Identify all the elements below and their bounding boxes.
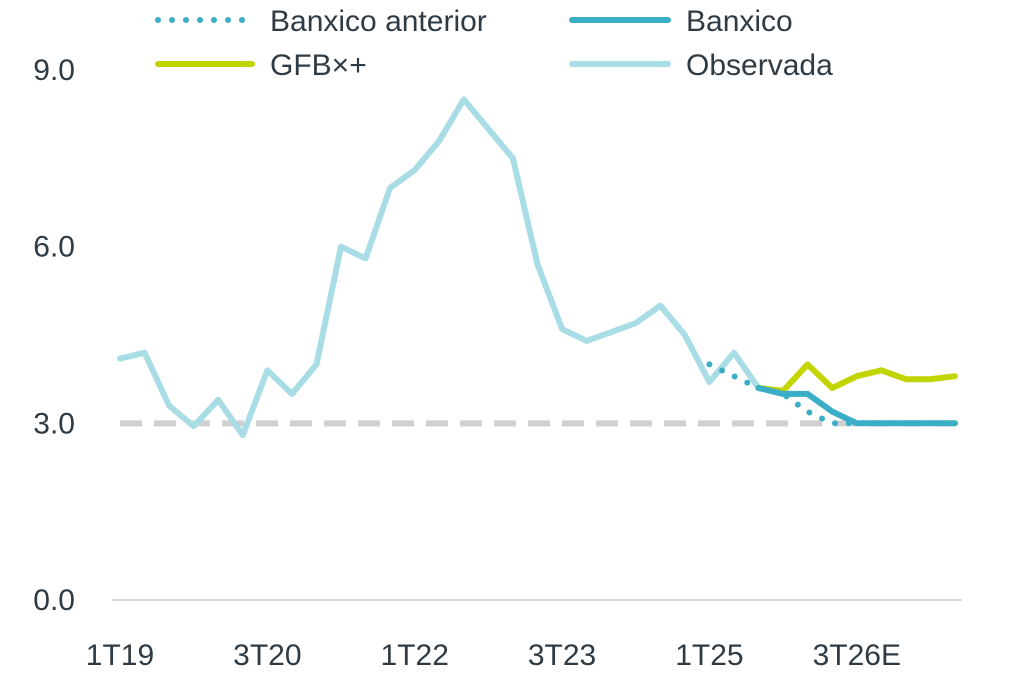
legend-label: Banxico anterior (270, 5, 487, 38)
series-line-banxico (755, 385, 958, 427)
x-tick-label: 1T22 (381, 639, 449, 672)
x-tick-label: 3T20 (233, 639, 301, 672)
legend-label: GFB×+ (270, 49, 367, 82)
legend-label: Observada (686, 49, 833, 82)
legend-item-banxico: Banxico (569, 5, 793, 38)
series-line-gfb (755, 361, 958, 394)
x-tick-label: 3T26E (813, 639, 901, 672)
legend-label: Banxico (686, 5, 793, 38)
y-axis-ticks: 0.0 3.0 6.0 9.0 (33, 54, 75, 617)
legend: Banxico anterior Banxico GFB×+ Observada (155, 5, 833, 82)
y-tick-label: 3.0 (33, 407, 75, 440)
legend-item-banxico-anterior: Banxico anterior (155, 5, 487, 38)
series-line-banxico-anterior (706, 361, 958, 427)
series-layer (117, 96, 958, 439)
x-axis-ticks: 1T19 3T20 1T22 3T23 1T25 3T26E (86, 639, 901, 672)
x-tick-label: 1T25 (675, 639, 743, 672)
series-line-observada (117, 96, 762, 439)
legend-item-observada: Observada (569, 49, 833, 82)
legend-item-gfb: GFB×+ (155, 49, 367, 82)
y-tick-label: 9.0 (33, 54, 75, 87)
x-tick-label: 1T19 (86, 639, 154, 672)
y-tick-label: 0.0 (33, 584, 75, 617)
y-tick-label: 6.0 (33, 231, 75, 264)
x-tick-label: 3T23 (528, 639, 596, 672)
